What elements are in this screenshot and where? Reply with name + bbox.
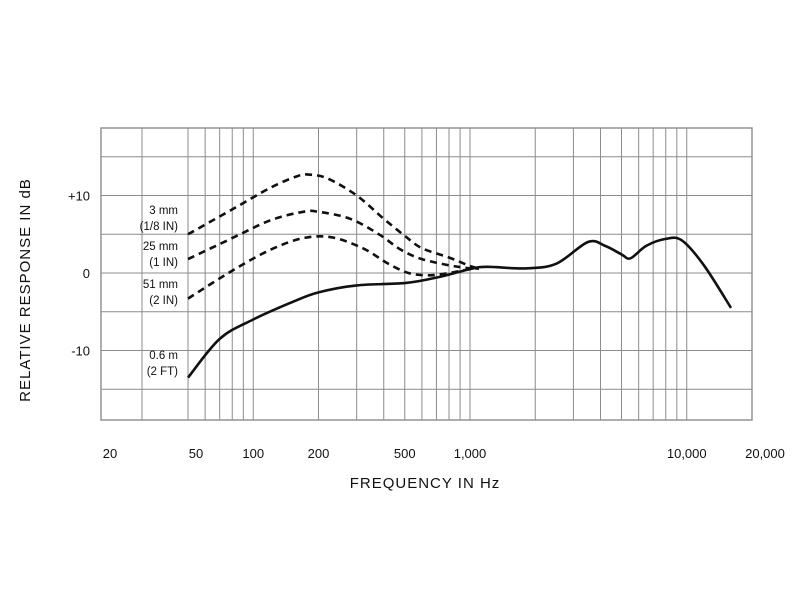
series-label: 51 mm <box>143 279 178 291</box>
series-label: (1/8 IN) <box>140 221 179 233</box>
series-line-4 <box>186 236 733 379</box>
x-tick-label: 500 <box>394 446 416 461</box>
x-tick-label: 10,000 <box>667 446 707 461</box>
y-tick-label: +10 <box>68 189 90 204</box>
y-axis-title: RELATIVE RESPONSE IN dB <box>17 178 34 402</box>
x-tick-label: 20,000 <box>745 446 785 461</box>
x-tick-label: 20 <box>103 446 117 461</box>
series-label: 25 mm <box>143 241 178 253</box>
series-line-2 <box>187 209 480 270</box>
curves <box>186 173 733 379</box>
series-line-1 <box>187 173 480 270</box>
series-label: (2 IN) <box>149 295 178 307</box>
series-label: (1 IN) <box>149 257 178 269</box>
tick-labels: 20 50 100 200 500 1,000 10,000 20,000 +10 0 -10 <box>68 189 785 462</box>
y-tick-label: -10 <box>71 344 90 359</box>
x-tick-label: 50 <box>189 446 203 461</box>
x-tick-label: 1,000 <box>454 446 487 461</box>
curve-labels: 3 mm (1/8 IN) 25 mm (1 IN) 51 mm (2 IN) 0.6 m (… <box>140 205 179 378</box>
grid <box>101 128 752 420</box>
series-label: 3 mm <box>149 205 178 217</box>
x-tick-label: 200 <box>308 446 330 461</box>
series-label: 0.6 m <box>149 350 178 362</box>
plot-frame <box>100 127 753 421</box>
series-line-3 <box>187 235 480 300</box>
x-axis-title: FREQUENCY IN Hz <box>350 475 501 492</box>
x-tick-label: 100 <box>242 446 264 461</box>
series-label: (2 FT) <box>147 366 178 378</box>
y-tick-label: 0 <box>83 266 90 281</box>
